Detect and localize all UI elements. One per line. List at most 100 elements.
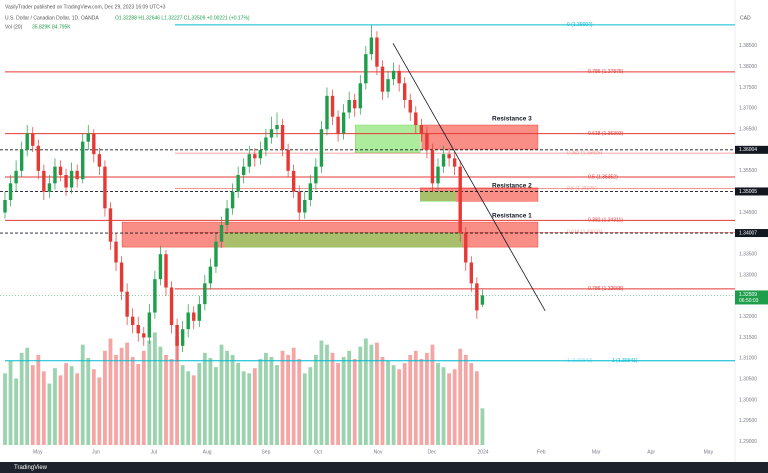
zone-label: Resistance 2	[492, 183, 532, 190]
candle-body	[147, 312, 152, 338]
volume-bar	[330, 352, 335, 445]
volume-bar	[180, 365, 185, 445]
candle-body	[180, 329, 185, 346]
x-tick-label: 2024	[477, 449, 488, 455]
volume-bar	[91, 369, 96, 445]
volume-bar	[114, 354, 118, 445]
volume-bar	[14, 378, 18, 445]
candle-body	[364, 54, 368, 84]
volume-bar	[386, 361, 390, 445]
candle-body	[275, 125, 279, 130]
volume-bar	[36, 354, 41, 445]
volume-bar	[352, 359, 357, 445]
candle-body	[97, 154, 102, 167]
volume-bar	[219, 344, 224, 445]
candle-body	[19, 150, 24, 171]
volume-bar	[8, 361, 13, 445]
candle-body	[419, 125, 424, 134]
x-tick-label: Feb	[537, 449, 546, 455]
volume-bar	[175, 336, 179, 445]
volume-bar	[252, 368, 257, 445]
volume-bar	[413, 350, 418, 445]
volume-bar	[225, 350, 229, 445]
y-tick-label: 1.31500	[739, 335, 757, 341]
candle-body	[186, 312, 190, 330]
x-tick-label: Oct	[314, 449, 322, 455]
candle-body	[447, 154, 451, 159]
volume-bar	[47, 383, 52, 445]
volume-bar	[3, 373, 7, 445]
candle-body	[225, 208, 229, 225]
volume-bar	[319, 340, 324, 445]
candle-body	[69, 170, 74, 188]
trendline	[392, 43, 546, 312]
candle-body	[286, 150, 290, 171]
candle-body	[47, 183, 52, 192]
candle-body	[103, 166, 107, 209]
candle-body	[386, 79, 390, 92]
vol-values: 35.829K 84.795K	[32, 24, 71, 30]
volume-bar	[75, 373, 80, 445]
x-tick-label: May	[33, 449, 43, 455]
candle-body	[142, 333, 146, 338]
volume-bar	[341, 356, 346, 445]
y-tick-label: 1.29000	[739, 439, 757, 445]
x-tick-label: Jun	[92, 449, 100, 455]
volume-bar	[130, 356, 135, 445]
volume-bar	[430, 344, 435, 445]
publisher: VasilyTrader published on TradingView.co…	[5, 4, 166, 10]
fib-label-ghost: 1 (1.30942)	[567, 358, 593, 364]
candle-body	[36, 145, 41, 171]
price-badge-label: 1.36004	[739, 147, 757, 153]
volume-bar	[363, 338, 368, 445]
volume-bar	[280, 350, 285, 445]
y-tick-label: 1.30000	[739, 397, 757, 403]
candle-body	[169, 287, 174, 325]
fib-label: 0.786 (1.32668)	[588, 286, 624, 292]
x-tick-label: Sep	[261, 449, 270, 455]
zone	[224, 232, 463, 248]
candle-body	[358, 83, 362, 109]
candle-body	[347, 100, 351, 113]
y-tick-label: 1.32000	[739, 314, 757, 320]
price-badge-label: 1.34007	[739, 230, 757, 236]
y-tick-label: 1.37000	[739, 106, 757, 112]
candle-body	[197, 304, 201, 321]
candle-body	[325, 95, 329, 130]
volume-bar	[103, 350, 107, 445]
volume-bar	[208, 357, 213, 445]
candle-body	[280, 125, 285, 150]
volume-bar	[275, 365, 279, 445]
x-tick-label: Mar	[592, 449, 601, 455]
volume-bar	[325, 344, 329, 445]
fib-label-ghost: 0.5 (1.35075)	[567, 186, 597, 192]
volume-bar	[236, 363, 241, 445]
volume-bar	[297, 359, 302, 445]
volume-bar	[347, 350, 352, 445]
last-price-label: 1.32509	[739, 292, 757, 298]
symbol: U.S. Dollar / Canadian Dollar, 1D, OANDA	[5, 15, 99, 21]
candle-body	[14, 170, 18, 184]
volume-bar	[375, 342, 379, 445]
candle-body	[53, 166, 57, 184]
volume-bar	[308, 367, 313, 445]
candle-body	[369, 37, 374, 55]
volume-bar	[25, 347, 30, 445]
candle-body	[480, 295, 485, 305]
ohlc: O1.32288 H1.32646 L1.32227 C1.32509 +0.0…	[115, 15, 250, 21]
volume-bar	[369, 344, 374, 445]
volume-bar	[58, 375, 63, 445]
candle-body	[208, 266, 213, 284]
volume-bar	[380, 356, 385, 445]
y-tick-label: 1.35500	[739, 168, 757, 174]
volume-bar	[313, 354, 318, 445]
brand: TradingView	[14, 465, 48, 471]
candle-body	[253, 154, 257, 159]
volume-bar	[402, 363, 407, 445]
candle-body	[375, 37, 379, 67]
volume-bar	[391, 365, 396, 445]
candle-body	[130, 316, 135, 325]
candle-body	[408, 100, 412, 113]
volume-bar	[247, 373, 252, 445]
volume-bar	[480, 408, 485, 445]
